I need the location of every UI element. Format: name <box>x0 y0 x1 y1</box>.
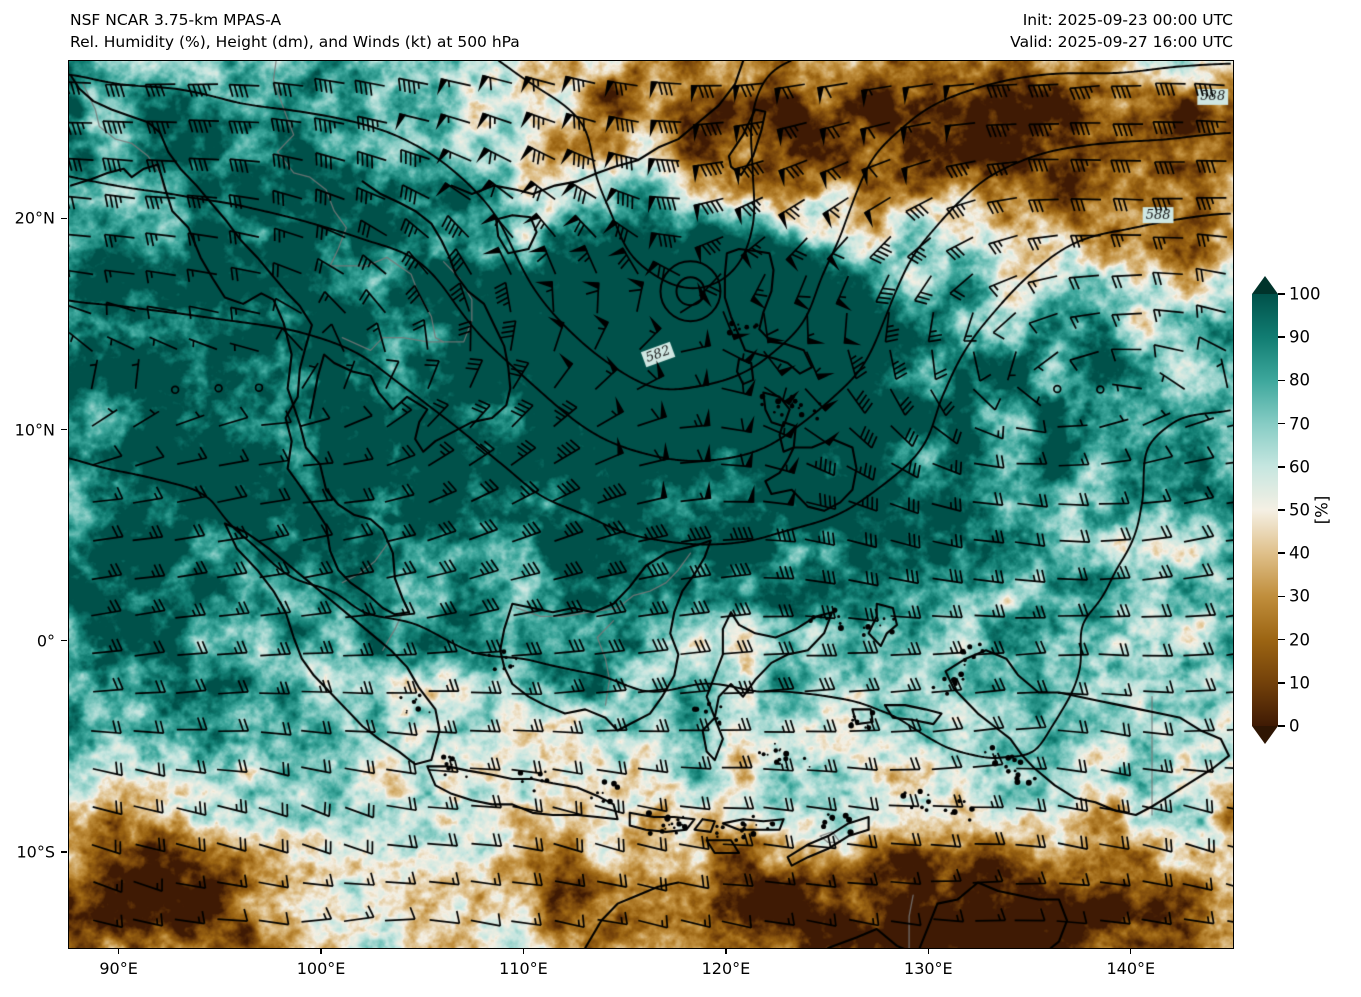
x-axis-label: 100°E <box>296 959 346 978</box>
colorbar-tick <box>1278 638 1285 641</box>
header-left-block: NSF NCAR 3.75-km MPAS-A Rel. Humidity (%… <box>70 9 520 53</box>
colorbar-tick <box>1278 509 1285 511</box>
colorbar-tick-label: 100 <box>1289 284 1321 304</box>
y-axis-tick <box>60 428 67 431</box>
header-right-block: Init: 2025-09-23 00:00 UTC Valid: 2025-0… <box>1010 9 1233 53</box>
x-axis-tick <box>725 948 727 955</box>
colorbar-tick <box>1278 379 1285 382</box>
colorbar-tick <box>1278 552 1285 554</box>
colorbar-tick <box>1278 336 1285 338</box>
x-axis-label: 110°E <box>499 959 548 978</box>
colorbar-tick <box>1278 293 1285 295</box>
colorbar-tick-label: 40 <box>1289 543 1310 563</box>
y-axis-tick <box>60 217 67 220</box>
colorbar-tick <box>1278 725 1285 727</box>
x-axis-tick <box>117 948 120 955</box>
x-axis-tick <box>927 948 930 955</box>
x-axis-label: 120°E <box>701 959 751 978</box>
colorbar-tick-label: 0 <box>1289 716 1300 736</box>
x-axis-label: 130°E <box>904 959 953 978</box>
colorbar-min-extension-arrow <box>1252 726 1278 744</box>
colorbar-tick-label: 70 <box>1289 414 1310 434</box>
colorbar-tick <box>1278 422 1285 425</box>
colorbar-tick-label: 90 <box>1289 327 1310 347</box>
field-title: Rel. Humidity (%), Height (dm), and Wind… <box>70 33 520 51</box>
init-time: Init: 2025-09-23 00:00 UTC <box>1022 11 1233 29</box>
colorbar-max-extension-arrow <box>1252 276 1278 294</box>
x-axis-label: 90°E <box>99 959 138 978</box>
colorbar-tick-label: 50 <box>1289 500 1310 520</box>
valid-time: Valid: 2025-09-27 16:00 UTC <box>1010 33 1233 51</box>
y-axis-tick <box>60 640 67 642</box>
colorbar-tick <box>1278 682 1285 684</box>
humidity-field-canvas <box>69 61 1233 948</box>
colorbar-tick-label: 10 <box>1289 673 1310 693</box>
y-axis-label: 0° <box>36 631 55 651</box>
colorbar-tick-label: 80 <box>1289 370 1310 390</box>
y-axis-label: 20°N <box>14 208 55 228</box>
colorbar-tick <box>1278 466 1285 468</box>
model-title: NSF NCAR 3.75-km MPAS-A <box>70 11 282 29</box>
x-axis-tick <box>320 948 322 955</box>
y-axis-tick <box>60 851 67 853</box>
colorbar-tick <box>1278 595 1285 598</box>
colorbar-tick-label: 30 <box>1289 586 1310 606</box>
y-axis-label: 10°N <box>14 420 55 440</box>
map-plot-area <box>68 60 1234 949</box>
figure-header: NSF NCAR 3.75-km MPAS-A Rel. Humidity (%… <box>0 0 1361 60</box>
y-axis-label: 10°S <box>16 842 55 862</box>
colorbar-unit-label: [%] <box>1312 495 1332 525</box>
colorbar-tick-label: 60 <box>1289 457 1310 477</box>
x-axis-tick <box>522 948 525 955</box>
x-axis-tick <box>1130 948 1132 955</box>
x-axis-label: 140°E <box>1106 959 1156 978</box>
colorbar-tick-label: 20 <box>1289 630 1310 650</box>
colorbar: 0 10 20 30 40 50 60 70 80 90 100 <box>1252 276 1321 744</box>
colorbar-gradient <box>1252 294 1278 726</box>
